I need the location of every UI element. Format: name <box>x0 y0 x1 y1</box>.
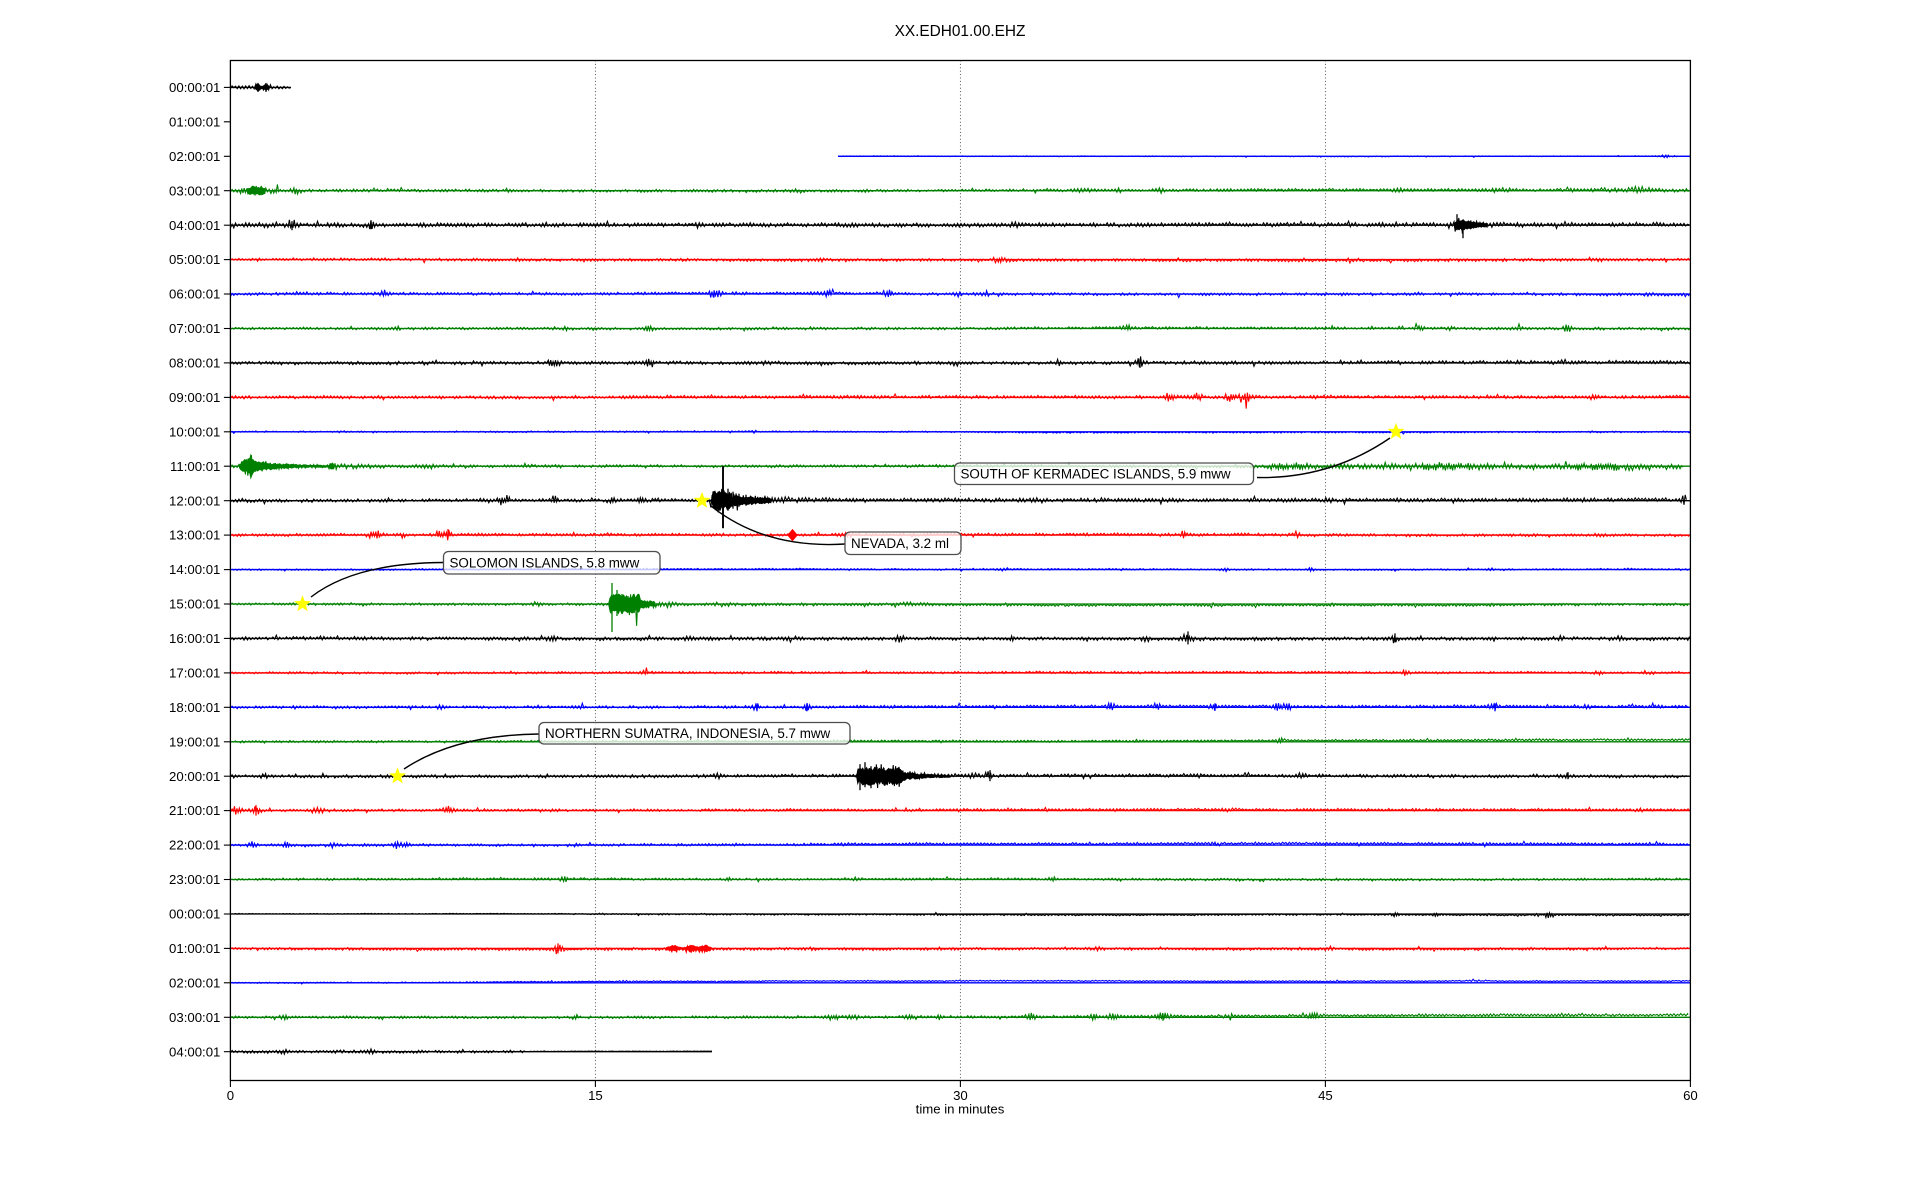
svg-text:11:00:01: 11:00:01 <box>170 459 220 474</box>
svg-text:45: 45 <box>1318 1088 1333 1103</box>
svg-text:17:00:01: 17:00:01 <box>169 666 220 681</box>
svg-text:0: 0 <box>227 1088 234 1103</box>
svg-text:SOLOMON ISLANDS, 5.8 mww: SOLOMON ISLANDS, 5.8 mww <box>450 556 640 571</box>
svg-text:14:00:01: 14:00:01 <box>169 562 220 577</box>
svg-text:16:00:01: 16:00:01 <box>169 631 220 646</box>
svg-text:XX.EDH01.00.EHZ: XX.EDH01.00.EHZ <box>895 23 1026 40</box>
svg-text:NEVADA, 3.2 ml: NEVADA, 3.2 ml <box>851 536 949 551</box>
svg-text:30: 30 <box>953 1088 968 1103</box>
svg-text:01:00:01: 01:00:01 <box>169 114 220 129</box>
svg-text:05:00:01: 05:00:01 <box>169 252 220 267</box>
svg-text:00:00:01: 00:00:01 <box>169 80 220 95</box>
svg-text:03:00:01: 03:00:01 <box>169 1010 220 1025</box>
svg-text:07:00:01: 07:00:01 <box>169 321 220 336</box>
svg-text:01:00:01: 01:00:01 <box>169 941 220 956</box>
svg-text:06:00:01: 06:00:01 <box>169 287 220 302</box>
svg-text:time in minutes: time in minutes <box>916 1102 1005 1117</box>
svg-text:15:00:01: 15:00:01 <box>169 597 220 612</box>
svg-text:09:00:01: 09:00:01 <box>169 390 220 405</box>
svg-text:04:00:01: 04:00:01 <box>169 218 220 233</box>
svg-text:02:00:01: 02:00:01 <box>169 149 220 164</box>
svg-text:02:00:01: 02:00:01 <box>169 975 220 990</box>
svg-text:08:00:01: 08:00:01 <box>169 356 220 371</box>
svg-text:60: 60 <box>1683 1088 1698 1103</box>
svg-text:20:00:01: 20:00:01 <box>169 769 220 784</box>
svg-text:03:00:01: 03:00:01 <box>169 183 220 198</box>
svg-text:13:00:01: 13:00:01 <box>169 528 220 543</box>
svg-text:12:00:01: 12:00:01 <box>169 493 220 508</box>
svg-text:18:00:01: 18:00:01 <box>169 700 220 715</box>
svg-text:15: 15 <box>588 1088 603 1103</box>
svg-text:NORTHERN SUMATRA, INDONESIA, 5: NORTHERN SUMATRA, INDONESIA, 5.7 mww <box>545 726 831 741</box>
svg-text:10:00:01: 10:00:01 <box>169 424 220 439</box>
svg-text:SOUTH OF KERMADEC ISLANDS, 5.9: SOUTH OF KERMADEC ISLANDS, 5.9 mww <box>961 466 1231 481</box>
svg-text:22:00:01: 22:00:01 <box>169 838 220 853</box>
svg-text:19:00:01: 19:00:01 <box>169 734 220 749</box>
svg-text:04:00:01: 04:00:01 <box>169 1044 220 1059</box>
svg-text:21:00:01: 21:00:01 <box>169 803 220 818</box>
svg-text:23:00:01: 23:00:01 <box>169 872 220 887</box>
svg-text:00:00:01: 00:00:01 <box>169 907 220 922</box>
